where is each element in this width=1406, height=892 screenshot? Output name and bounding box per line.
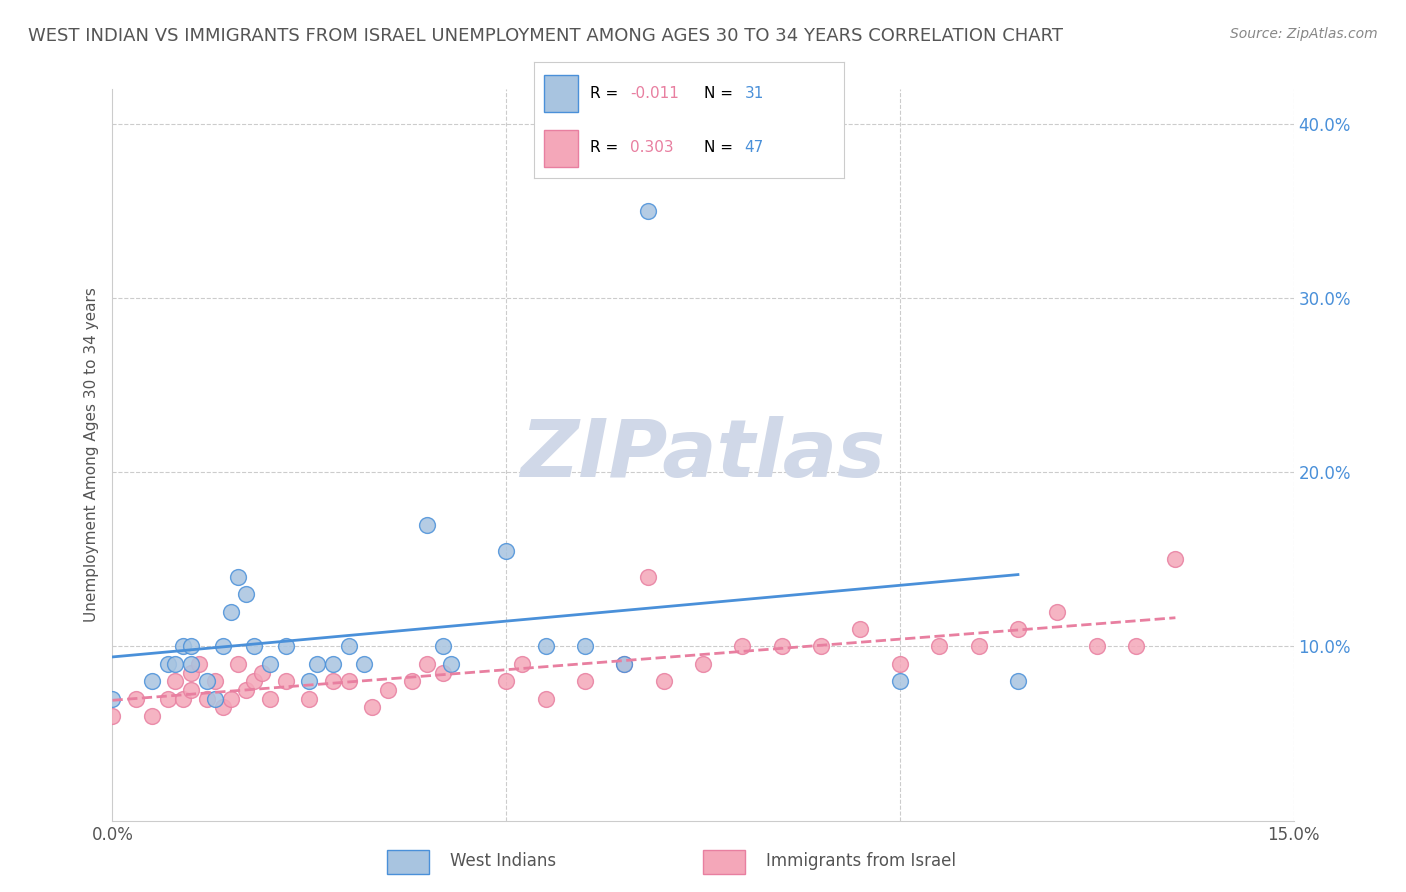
Point: [1046, 605, 1069, 619]
Point: [204, 674, 226, 689]
Point: [298, 674, 321, 689]
Point: [731, 640, 754, 654]
Text: West Indians: West Indians: [450, 852, 555, 870]
Point: [228, 657, 250, 671]
Text: R =: R =: [591, 139, 623, 154]
Point: [195, 691, 218, 706]
Point: [361, 700, 384, 714]
Point: [141, 709, 163, 723]
Point: [259, 691, 281, 706]
Point: [1164, 552, 1187, 566]
FancyBboxPatch shape: [703, 849, 745, 874]
Point: [188, 657, 211, 671]
Text: 0.303: 0.303: [630, 139, 673, 154]
Text: WEST INDIAN VS IMMIGRANTS FROM ISRAEL UNEMPLOYMENT AMONG AGES 30 TO 34 YEARS COR: WEST INDIAN VS IMMIGRANTS FROM ISRAEL UN…: [28, 27, 1063, 45]
Point: [440, 657, 463, 671]
Y-axis label: Unemployment Among Ages 30 to 34 years: Unemployment Among Ages 30 to 34 years: [83, 287, 98, 623]
Point: [613, 657, 636, 671]
Point: [101, 691, 124, 706]
Point: [195, 674, 218, 689]
Point: [243, 640, 266, 654]
Point: [770, 640, 793, 654]
Point: [235, 683, 257, 698]
Text: -0.011: -0.011: [630, 87, 679, 102]
Text: R =: R =: [591, 87, 623, 102]
Point: [337, 674, 360, 689]
FancyBboxPatch shape: [544, 129, 578, 167]
Point: [180, 640, 202, 654]
Point: [156, 691, 179, 706]
Point: [211, 640, 233, 654]
Point: [1085, 640, 1108, 654]
Point: [613, 657, 636, 671]
Point: [165, 674, 187, 689]
Point: [432, 665, 454, 680]
Point: [274, 674, 297, 689]
Point: [849, 622, 872, 636]
Point: [172, 691, 194, 706]
Point: [534, 691, 557, 706]
Text: Source: ZipAtlas.com: Source: ZipAtlas.com: [1230, 27, 1378, 41]
Point: [228, 570, 250, 584]
Text: 31: 31: [745, 87, 763, 102]
FancyBboxPatch shape: [387, 849, 429, 874]
Point: [692, 657, 714, 671]
Point: [416, 657, 439, 671]
Point: [298, 691, 321, 706]
Point: [534, 640, 557, 654]
Point: [574, 640, 596, 654]
Point: [1007, 622, 1029, 636]
Point: [1125, 640, 1147, 654]
Point: [274, 640, 297, 654]
Point: [495, 543, 517, 558]
Point: [889, 657, 911, 671]
Point: [172, 640, 194, 654]
Point: [574, 674, 596, 689]
Point: [259, 657, 281, 671]
Text: ZIPatlas: ZIPatlas: [520, 416, 886, 494]
Point: [810, 640, 832, 654]
Point: [243, 674, 266, 689]
Point: [889, 674, 911, 689]
Point: [637, 570, 659, 584]
Point: [250, 665, 273, 680]
Point: [928, 640, 950, 654]
Point: [219, 691, 242, 706]
Point: [235, 587, 257, 601]
FancyBboxPatch shape: [544, 75, 578, 112]
Point: [101, 709, 124, 723]
Point: [1007, 674, 1029, 689]
Point: [377, 683, 399, 698]
Point: [322, 674, 344, 689]
Point: [337, 640, 360, 654]
Point: [180, 657, 202, 671]
Point: [180, 665, 202, 680]
Point: [180, 683, 202, 698]
Point: [652, 674, 675, 689]
Text: N =: N =: [704, 87, 738, 102]
Point: [125, 691, 148, 706]
Point: [211, 700, 233, 714]
Point: [307, 657, 329, 671]
Point: [416, 517, 439, 532]
Point: [353, 657, 375, 671]
Point: [165, 657, 187, 671]
Point: [401, 674, 423, 689]
Point: [432, 640, 454, 654]
Point: [219, 605, 242, 619]
Point: [637, 204, 659, 219]
Text: 47: 47: [745, 139, 763, 154]
Point: [141, 674, 163, 689]
Point: [156, 657, 179, 671]
Point: [204, 691, 226, 706]
Point: [322, 657, 344, 671]
Text: N =: N =: [704, 139, 738, 154]
Point: [495, 674, 517, 689]
Point: [967, 640, 990, 654]
Point: [510, 657, 533, 671]
Text: Immigrants from Israel: Immigrants from Israel: [766, 852, 956, 870]
